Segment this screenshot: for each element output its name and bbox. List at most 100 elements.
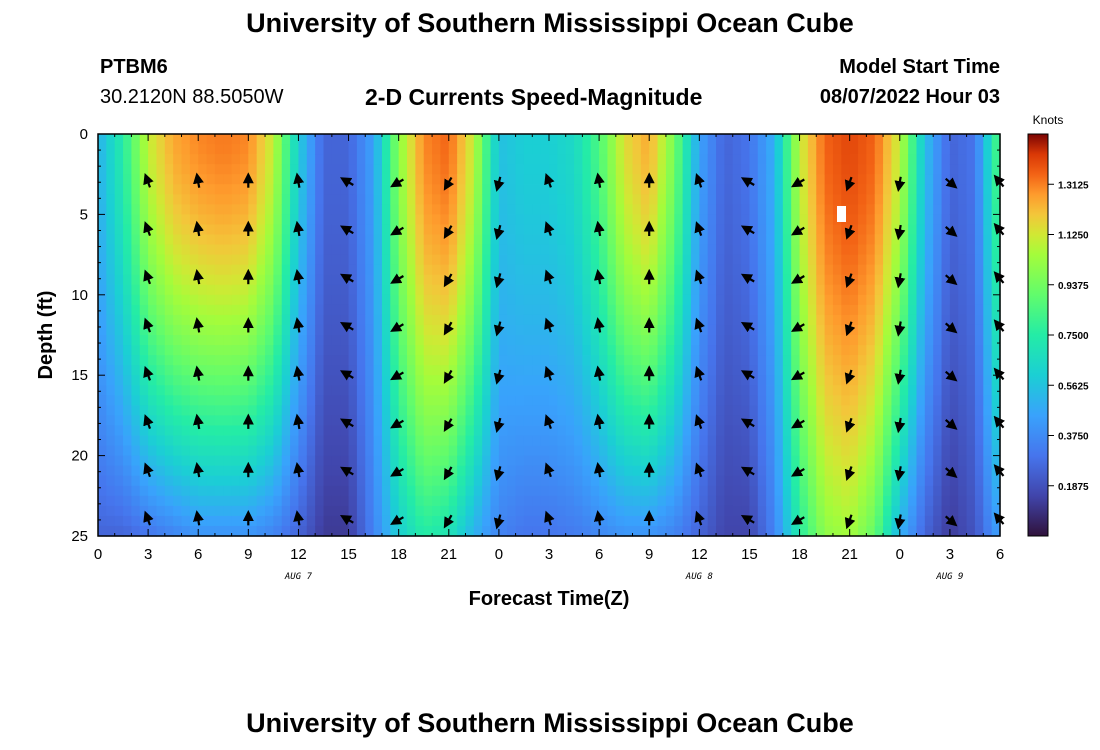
current-vector-arrow bbox=[593, 220, 605, 237]
heatmap-cell bbox=[457, 244, 467, 256]
heatmap-cell bbox=[214, 365, 224, 376]
heatmap-cell bbox=[565, 294, 575, 306]
heatmap-cell bbox=[457, 294, 467, 306]
heatmap-cell bbox=[958, 425, 968, 437]
heatmap-cell bbox=[824, 405, 834, 416]
heatmap-cell bbox=[974, 495, 984, 507]
heatmap-cell bbox=[290, 284, 300, 296]
heatmap-cell bbox=[248, 164, 258, 175]
heatmap-cell bbox=[832, 174, 842, 185]
heatmap-cell bbox=[398, 455, 408, 467]
heatmap-cell bbox=[674, 254, 684, 266]
current-vector-arrow bbox=[193, 317, 204, 333]
heatmap-cell bbox=[306, 465, 316, 477]
heatmap-cell bbox=[724, 224, 734, 236]
heatmap-cell bbox=[523, 234, 533, 246]
heatmap-cell bbox=[173, 395, 183, 406]
heatmap-cell bbox=[690, 214, 700, 226]
heatmap-cell bbox=[373, 485, 383, 497]
current-vector-arrow bbox=[443, 514, 455, 529]
heatmap-cell bbox=[315, 174, 325, 185]
heatmap-cell bbox=[615, 304, 625, 316]
heatmap-cell bbox=[682, 485, 692, 497]
heatmap-cell bbox=[807, 294, 817, 306]
heatmap-cell bbox=[991, 355, 1001, 366]
heatmap-cell bbox=[248, 525, 258, 537]
heatmap-cell bbox=[832, 154, 842, 165]
heatmap-cell bbox=[498, 405, 508, 416]
heatmap-cell bbox=[331, 314, 341, 326]
heatmap-cell bbox=[665, 304, 675, 316]
heatmap-cell bbox=[457, 174, 467, 185]
heatmap-cell bbox=[707, 485, 717, 497]
heatmap-cell bbox=[281, 264, 291, 276]
heatmap-cell bbox=[181, 294, 191, 306]
heatmap-cell bbox=[849, 365, 859, 376]
heatmap-cell bbox=[674, 405, 684, 416]
heatmap-cell bbox=[649, 485, 659, 497]
heatmap-cell bbox=[933, 465, 943, 477]
heatmap-cell bbox=[807, 314, 817, 326]
heatmap-cell bbox=[966, 445, 976, 457]
heatmap-cell bbox=[465, 324, 475, 336]
heatmap-cell bbox=[757, 184, 767, 195]
heatmap-cell bbox=[599, 234, 609, 246]
heatmap-cell bbox=[674, 154, 684, 165]
heatmap-cell bbox=[106, 475, 116, 487]
heatmap-cell bbox=[532, 284, 542, 296]
heatmap-cell bbox=[682, 164, 692, 175]
heatmap-cell bbox=[348, 274, 358, 286]
heatmap-cell bbox=[290, 254, 300, 266]
heatmap-cell bbox=[807, 425, 817, 437]
heatmap-cell bbox=[507, 505, 517, 517]
heatmap-cell bbox=[741, 395, 751, 406]
heatmap-cell bbox=[624, 304, 634, 316]
heatmap-cell bbox=[265, 244, 274, 256]
heatmap-cell bbox=[958, 375, 968, 386]
heatmap-cell bbox=[941, 395, 951, 406]
heatmap-cell bbox=[849, 204, 859, 215]
heatmap-cell bbox=[473, 264, 483, 276]
heatmap-cell bbox=[106, 204, 116, 215]
heatmap-cell bbox=[498, 294, 508, 306]
heatmap-cell bbox=[883, 395, 893, 406]
heatmap-cell bbox=[824, 505, 834, 517]
heatmap-cell bbox=[699, 355, 709, 366]
heatmap-cell bbox=[440, 184, 450, 195]
heatmap-cell bbox=[983, 184, 993, 195]
heatmap-cell bbox=[791, 475, 801, 487]
heatmap-cell bbox=[615, 324, 625, 336]
heatmap-cell bbox=[991, 445, 1001, 457]
heatmap-cell bbox=[774, 415, 784, 427]
heatmap-cell bbox=[574, 244, 584, 256]
heatmap-cell bbox=[448, 304, 458, 316]
heatmap-cell bbox=[991, 164, 1001, 175]
heatmap-cell bbox=[482, 254, 492, 266]
heatmap-cell bbox=[632, 375, 642, 386]
heatmap-cell bbox=[966, 425, 976, 437]
heatmap-cell bbox=[532, 154, 542, 165]
heatmap-cell bbox=[866, 304, 876, 316]
heatmap-cell bbox=[807, 174, 817, 185]
heatmap-cell bbox=[440, 405, 450, 416]
heatmap-cell bbox=[916, 294, 926, 306]
heatmap-cell bbox=[690, 164, 700, 175]
heatmap-cell bbox=[465, 164, 475, 175]
heatmap-cell bbox=[699, 475, 709, 487]
heatmap-cell bbox=[206, 194, 216, 205]
heatmap-cell bbox=[206, 144, 216, 155]
y-tick-label: 15 bbox=[71, 367, 88, 384]
heatmap-cell bbox=[407, 274, 416, 286]
heatmap-cell bbox=[549, 455, 558, 467]
heatmap-cell bbox=[991, 294, 1001, 306]
heatmap-cell bbox=[883, 495, 893, 507]
heatmap-cell bbox=[741, 314, 751, 326]
current-vector-arrow bbox=[790, 466, 805, 477]
current-vector-arrow bbox=[740, 370, 755, 381]
heatmap-cell bbox=[824, 264, 834, 276]
heatmap-cell bbox=[281, 485, 291, 497]
heatmap-cell bbox=[239, 475, 249, 487]
heatmap-cell bbox=[323, 385, 333, 396]
heatmap-cell bbox=[649, 234, 659, 246]
heatmap-cell bbox=[549, 264, 558, 276]
